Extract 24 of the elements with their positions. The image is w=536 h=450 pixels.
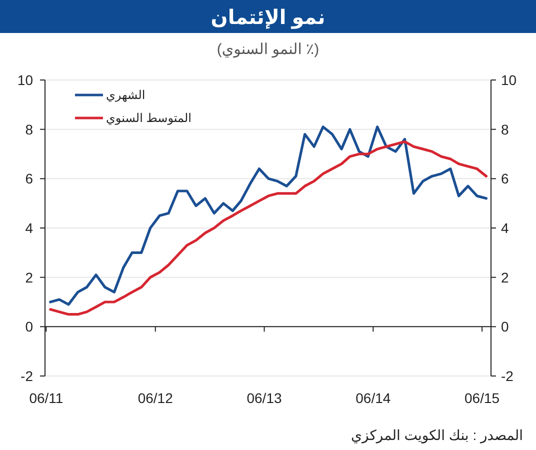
x-tick-label: 06/15 (464, 390, 500, 406)
chart-title: نمو الإئتمان (210, 7, 326, 29)
y2-tick-label: 6 (501, 170, 509, 187)
y2-tick-label: 4 (501, 220, 509, 236)
y2-tick-label: -2 (501, 368, 514, 384)
y-tick-label: -2 (20, 368, 34, 384)
y-tick-label: 0 (25, 318, 34, 335)
legend-label: المتوسط السنوي (106, 111, 192, 125)
x-tick-label: 06/11 (29, 390, 64, 406)
y2-tick-label: 0 (501, 318, 509, 335)
y2-tick-label: 8 (501, 121, 509, 138)
x-tick-label: 06/12 (138, 390, 174, 406)
x-tick-label: 06/14 (356, 390, 391, 406)
x-tick-label: 06/13 (246, 390, 282, 406)
y-tick-label: 10 (17, 72, 34, 88)
y-tick-label: 4 (25, 220, 34, 236)
y-tick-label: 8 (25, 121, 34, 138)
legend-label: الشهري (106, 88, 146, 102)
y2-tick-label: 2 (501, 269, 509, 286)
y2-tick-label: 10 (501, 72, 517, 88)
chart-subtitle: (٪ النمو السنوي) (216, 41, 320, 58)
y-tick-label: 2 (25, 269, 34, 286)
text: المصدر : بنك الكويت المركزي (351, 427, 523, 444)
y-tick-label: 6 (25, 170, 34, 187)
